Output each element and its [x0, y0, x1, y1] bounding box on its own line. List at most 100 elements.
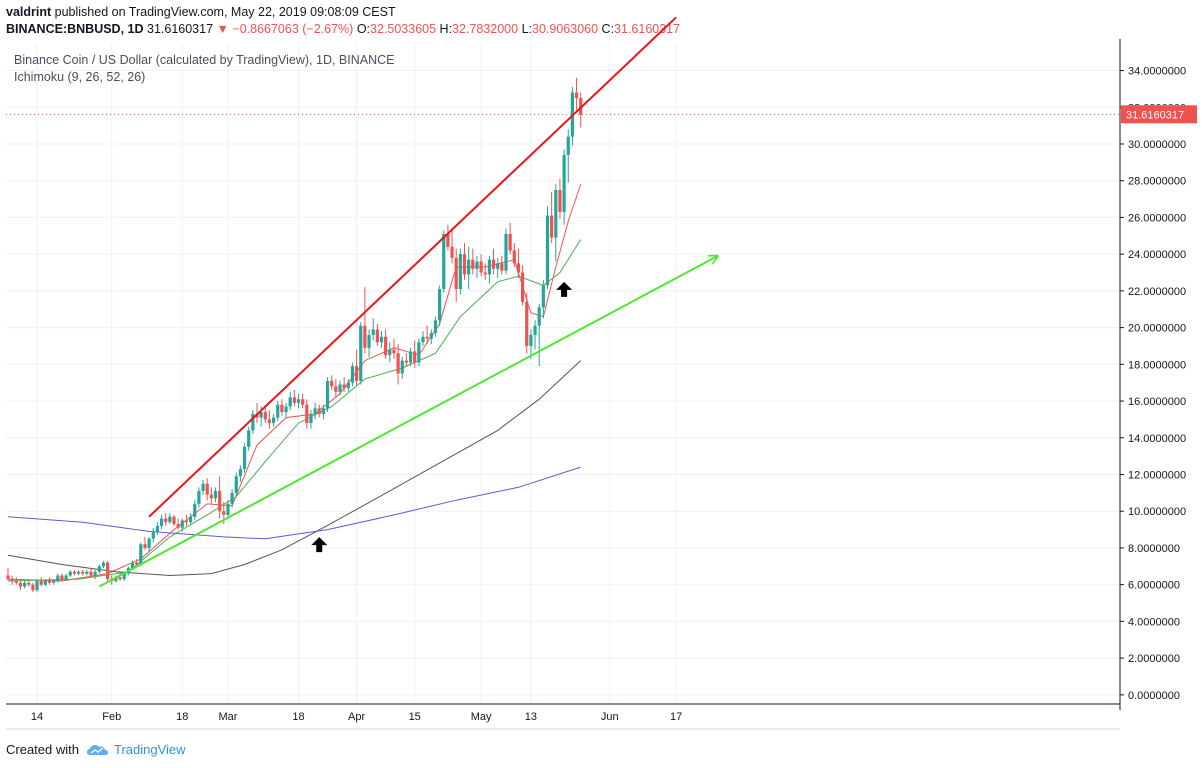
candle: [504, 228, 508, 275]
candle: [168, 513, 172, 525]
candle-body: [276, 404, 280, 418]
author-name[interactable]: valdrint: [6, 5, 52, 19]
candle-body: [334, 386, 338, 392]
candle-body: [139, 544, 143, 565]
candle-body: [159, 518, 164, 526]
candle-body: [346, 382, 350, 389]
y-tick-label: 4.0000000: [1128, 616, 1180, 628]
candle: [64, 573, 68, 581]
candle: [467, 246, 471, 290]
candle-body: [93, 571, 97, 576]
candle: [317, 404, 321, 418]
y-tick-label: 2.0000000: [1128, 653, 1180, 665]
candle-body: [205, 483, 209, 495]
candle-body: [81, 571, 85, 574]
candle: [155, 522, 159, 536]
candle-body: [56, 575, 60, 581]
candle-body: [579, 98, 583, 115]
y-tick-label: 6.0000000: [1128, 580, 1180, 592]
candle: [550, 191, 554, 244]
candle-body: [516, 263, 521, 273]
candle: [309, 410, 313, 429]
candle-body: [392, 349, 396, 354]
candle: [72, 569, 76, 576]
candle-body: [114, 577, 118, 581]
candle: [363, 287, 367, 354]
candle: [27, 579, 31, 587]
candle-body: [363, 325, 367, 348]
symbol-header: BINANCE:BNBUSD, 1D 31.6160317 ▼ −0.86670…: [6, 22, 680, 36]
candle: [371, 318, 375, 341]
y-tick-label: 34.0000000: [1128, 66, 1186, 78]
candle: [346, 379, 350, 392]
candle: [367, 329, 371, 357]
candle: [143, 536, 147, 550]
candle: [334, 379, 338, 398]
candle-body: [491, 259, 496, 269]
candles: [6, 77, 583, 592]
candle-body: [545, 215, 550, 286]
candle-body: [201, 483, 205, 492]
candle: [230, 489, 234, 508]
indicator-label[interactable]: Ichimoku (9, 26, 52, 26): [14, 70, 146, 84]
candle-body: [508, 233, 512, 251]
candle: [438, 285, 442, 326]
candle: [400, 356, 404, 380]
candle-body: [288, 397, 292, 407]
y-tick-label: 20.0000000: [1128, 323, 1186, 335]
axes: 14Feb18Mar18Apr15May13Jun1734.000000032.…: [6, 39, 1197, 730]
candle-body: [359, 325, 363, 381]
candle-body: [408, 351, 413, 363]
down-triangle-icon: ▼: [216, 22, 229, 36]
candle: [433, 316, 438, 337]
candle-body: [429, 333, 433, 339]
candle-body: [222, 511, 226, 515]
candle-body: [325, 380, 330, 409]
candle-body: [417, 342, 421, 363]
candle-body: [155, 525, 159, 532]
ma-100-line: [7, 360, 582, 577]
candle-body: [23, 582, 27, 587]
candle: [454, 248, 458, 302]
candle: [85, 569, 89, 576]
resistance-line[interactable]: [148, 16, 677, 518]
candle: [355, 349, 359, 387]
arrow-marker-may-icon[interactable]: [556, 281, 573, 297]
candle-body: [367, 334, 371, 348]
candle-body: [566, 136, 570, 156]
candle-body: [442, 233, 446, 290]
x-tick-label: Apr: [348, 711, 365, 723]
candle-body: [458, 254, 462, 290]
candle: [408, 347, 413, 367]
candle: [43, 579, 47, 587]
candle-body: [421, 336, 425, 343]
candle-body: [496, 263, 500, 269]
low-value: 30.9063060: [532, 22, 599, 36]
candle-body: [438, 289, 442, 321]
candle-body: [18, 582, 23, 587]
candle-body: [413, 351, 417, 363]
candle-body: [213, 491, 218, 499]
candle: [496, 257, 500, 279]
candle-body: [64, 575, 68, 580]
candle-body: [425, 336, 429, 339]
created-with-text: Created with: [6, 742, 79, 757]
candle: [429, 329, 433, 345]
candle: [574, 77, 579, 111]
candle: [330, 375, 334, 391]
candle: [417, 338, 421, 367]
arrow-marker-march-icon[interactable]: [311, 537, 328, 553]
candle: [189, 513, 193, 525]
candle-body: [525, 301, 529, 346]
candle-body: [234, 476, 238, 493]
candle: [60, 573, 64, 581]
support-line[interactable]: [98, 256, 717, 588]
candle-body: [562, 155, 566, 212]
candle-body: [558, 189, 562, 212]
candle-body: [479, 261, 483, 273]
tradingview-brand[interactable]: TradingView: [114, 742, 186, 757]
candle: [292, 390, 296, 407]
candle: [379, 331, 384, 348]
markers: [311, 281, 573, 553]
